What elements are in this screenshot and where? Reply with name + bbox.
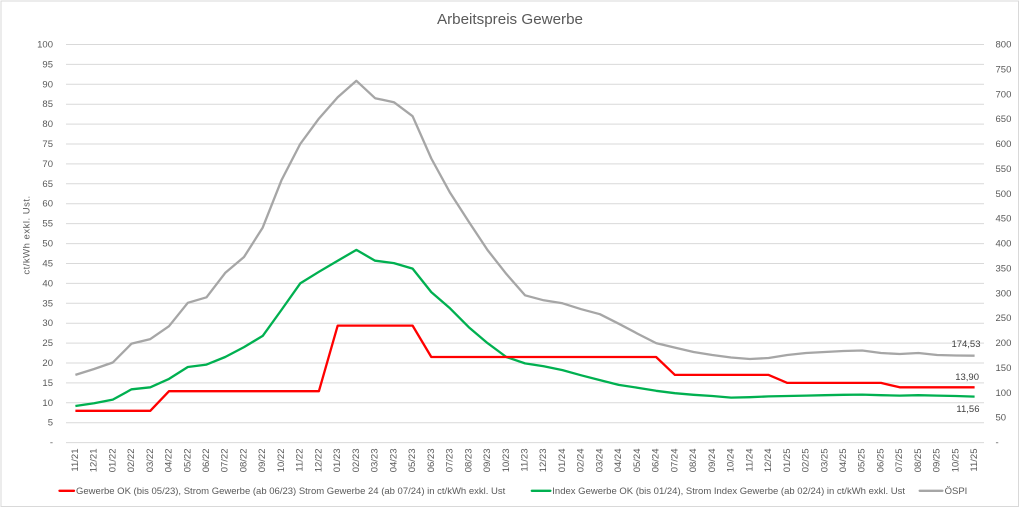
svg-text:25: 25 [42, 338, 53, 349]
svg-text:85: 85 [42, 99, 53, 110]
svg-text:65: 65 [42, 179, 53, 190]
svg-text:45: 45 [42, 259, 53, 270]
svg-text:10/23: 10/23 [501, 449, 512, 473]
svg-text:03/22: 03/22 [145, 449, 156, 473]
svg-text:02/25: 02/25 [801, 449, 812, 473]
svg-text:12/21: 12/21 [89, 449, 100, 473]
svg-text:06/22: 06/22 [201, 449, 212, 473]
svg-text:06/23: 06/23 [426, 449, 437, 473]
svg-text:04/23: 04/23 [388, 449, 399, 473]
svg-text:200: 200 [996, 338, 1012, 349]
svg-text:20: 20 [42, 358, 53, 369]
svg-text:04/24: 04/24 [613, 449, 624, 473]
svg-text:30: 30 [42, 318, 53, 329]
svg-text:01/24: 01/24 [557, 449, 568, 473]
svg-text:05/25: 05/25 [857, 449, 868, 473]
svg-text:100: 100 [37, 40, 53, 51]
svg-text:11,56: 11,56 [956, 404, 979, 415]
svg-text:-: - [50, 438, 53, 449]
svg-text:50: 50 [996, 413, 1007, 424]
svg-text:174,53: 174,53 [951, 339, 980, 350]
svg-text:07/24: 07/24 [669, 449, 680, 473]
svg-text:06/24: 06/24 [651, 449, 662, 473]
svg-text:05/22: 05/22 [182, 449, 193, 473]
svg-text:250: 250 [996, 313, 1012, 324]
svg-text:07/23: 07/23 [445, 449, 456, 473]
svg-text:800: 800 [996, 40, 1012, 51]
svg-text:400: 400 [996, 239, 1012, 250]
svg-text:75: 75 [42, 139, 53, 150]
svg-text:-: - [996, 438, 999, 449]
svg-text:04/25: 04/25 [838, 449, 849, 473]
svg-text:300: 300 [996, 288, 1012, 299]
svg-text:09/24: 09/24 [707, 449, 718, 473]
svg-text:07/25: 07/25 [894, 449, 905, 473]
svg-text:09/25: 09/25 [932, 449, 943, 473]
svg-text:550: 550 [996, 164, 1012, 175]
svg-text:Arbeitspreis Gewerbe: Arbeitspreis Gewerbe [437, 11, 583, 28]
svg-text:80: 80 [42, 119, 53, 130]
svg-text:350: 350 [996, 263, 1012, 274]
svg-text:05/24: 05/24 [632, 449, 643, 473]
svg-text:5: 5 [48, 418, 53, 429]
svg-text:01/25: 01/25 [782, 449, 793, 473]
svg-text:95: 95 [42, 59, 53, 70]
svg-text:450: 450 [996, 214, 1012, 225]
svg-text:12/23: 12/23 [538, 449, 549, 473]
svg-text:100: 100 [996, 388, 1012, 399]
svg-text:90: 90 [42, 79, 53, 90]
svg-text:40: 40 [42, 278, 53, 289]
svg-text:13,90: 13,90 [955, 372, 979, 383]
svg-text:10/25: 10/25 [950, 449, 961, 473]
svg-text:11/22: 11/22 [295, 449, 306, 472]
svg-text:03/23: 03/23 [370, 449, 381, 473]
svg-text:Index Gewerbe OK (bis 01/24),: Index Gewerbe OK (bis 01/24), Strom Inde… [552, 486, 905, 497]
svg-text:700: 700 [996, 89, 1012, 100]
svg-text:12/22: 12/22 [313, 449, 324, 473]
svg-text:03/24: 03/24 [594, 449, 605, 473]
svg-text:02/24: 02/24 [576, 449, 587, 473]
svg-text:10/22: 10/22 [276, 449, 287, 473]
svg-text:10: 10 [42, 398, 53, 409]
svg-text:50: 50 [42, 239, 53, 250]
svg-text:60: 60 [42, 199, 53, 210]
svg-text:15: 15 [42, 378, 53, 389]
svg-text:35: 35 [42, 298, 53, 309]
svg-text:08/24: 08/24 [688, 449, 699, 473]
svg-text:12/24: 12/24 [763, 449, 774, 473]
svg-text:01/23: 01/23 [332, 449, 343, 473]
svg-text:08/22: 08/22 [239, 449, 250, 473]
svg-text:11/21: 11/21 [70, 449, 81, 472]
svg-text:06/25: 06/25 [876, 449, 887, 473]
svg-text:09/22: 09/22 [257, 449, 268, 473]
svg-text:650: 650 [996, 114, 1012, 125]
svg-text:750: 750 [996, 64, 1012, 75]
svg-text:500: 500 [996, 189, 1012, 200]
svg-text:55: 55 [42, 219, 53, 230]
svg-text:150: 150 [996, 363, 1012, 374]
svg-text:70: 70 [42, 159, 53, 170]
svg-text:08/23: 08/23 [463, 449, 474, 473]
svg-text:01/22: 01/22 [107, 449, 118, 473]
svg-text:09/23: 09/23 [482, 449, 493, 473]
svg-text:03/25: 03/25 [819, 449, 830, 473]
svg-text:07/22: 07/22 [220, 449, 231, 473]
svg-text:11/24: 11/24 [744, 449, 755, 472]
svg-text:02/23: 02/23 [351, 449, 362, 473]
svg-text:ct/kWh exkl. Ust.: ct/kWh exkl. Ust. [22, 195, 33, 274]
svg-text:11/25: 11/25 [969, 449, 980, 472]
svg-text:04/22: 04/22 [164, 449, 175, 473]
svg-text:ÖSPI: ÖSPI [945, 486, 968, 497]
svg-text:08/25: 08/25 [913, 449, 924, 473]
svg-text:600: 600 [996, 139, 1012, 150]
svg-text:11/23: 11/23 [520, 449, 531, 472]
svg-text:02/22: 02/22 [126, 449, 137, 473]
svg-text:05/23: 05/23 [407, 449, 418, 473]
svg-text:10/24: 10/24 [726, 449, 737, 473]
svg-text:Gewerbe OK (bis 05/23), Strom: Gewerbe OK (bis 05/23), Strom Gewerbe (a… [76, 486, 506, 497]
